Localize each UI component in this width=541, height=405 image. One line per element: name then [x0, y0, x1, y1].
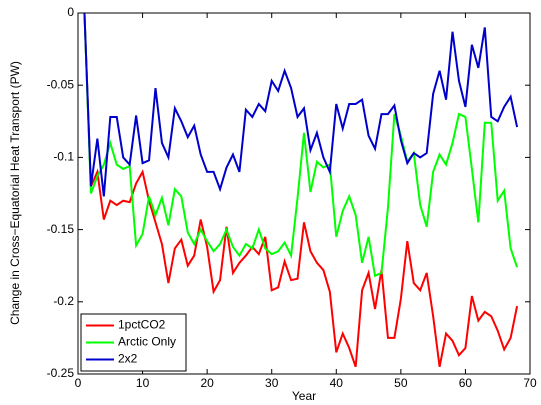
legend-label: Arctic Only: [118, 335, 176, 349]
series-line: [83, 12, 519, 197]
legend: 1pctCO2 Arctic Only 2x2: [80, 313, 187, 372]
y-tick-label: -0.15: [47, 222, 75, 236]
x-axis-label: Year: [292, 389, 316, 403]
legend-label: 2x2: [118, 352, 138, 366]
x-tick-label: 20: [200, 376, 214, 390]
y-tick-label: -0.25: [47, 366, 75, 380]
x-tick-label: 0: [75, 376, 82, 390]
y-tick-label: 0: [67, 5, 74, 19]
y-axis-label: Change in Cross−Equatorial Heat Transpor…: [8, 61, 22, 325]
legend-box: [80, 313, 187, 372]
x-tick-label: 60: [459, 376, 473, 390]
series-line: [83, 12, 519, 278]
x-tick-label: 30: [265, 376, 279, 390]
x-tick-label: 50: [394, 376, 408, 390]
plot-frame: [77, 12, 531, 375]
y-tick-label: -0.1: [53, 150, 74, 164]
x-tick-label: 40: [330, 376, 344, 390]
x-tick-label: 10: [136, 376, 150, 390]
y-tick-label: -0.05: [47, 77, 75, 91]
x-tick-label: 70: [523, 376, 537, 390]
legend-label: 1pctCO2: [118, 318, 166, 332]
y-tick-label: -0.2: [53, 294, 74, 308]
series-line: [83, 12, 519, 368]
